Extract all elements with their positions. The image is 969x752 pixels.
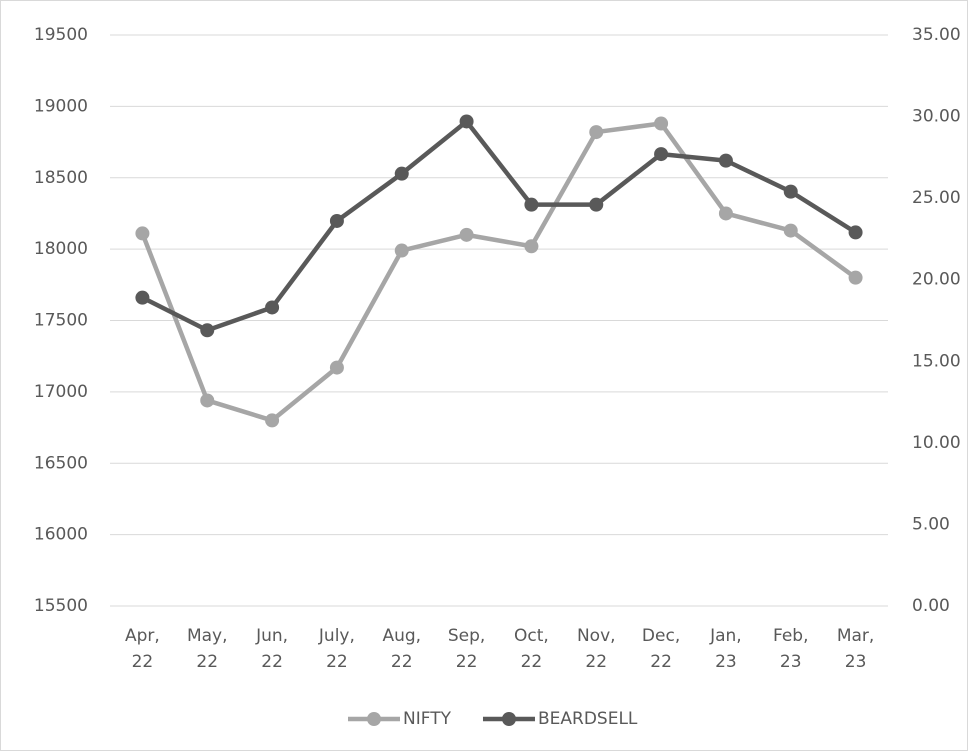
x-tick-label: Apr, 22 (124, 626, 160, 672)
y-tick-label: 17500 (34, 311, 88, 331)
data-point (200, 393, 215, 408)
x-tick-label: May, 22 (186, 626, 228, 672)
legend-label: BEARDSELL (538, 709, 638, 729)
y2-tick-label: 25.00 (912, 188, 961, 208)
y-tick-label: 18500 (34, 168, 88, 188)
x-tick-label: Aug, 22 (382, 626, 422, 672)
x-tick-label: Jan, 23 (710, 626, 742, 672)
data-point (394, 243, 409, 258)
y2-tick-label: 0.00 (912, 596, 950, 616)
x-tick-label: Jun, 22 (256, 626, 289, 672)
x-tick-label: Oct, 22 (514, 626, 549, 672)
data-point (329, 213, 344, 228)
y2-tick-label: 35.00 (912, 25, 961, 45)
data-point (783, 223, 798, 238)
data-point (848, 225, 863, 240)
data-point (459, 227, 474, 242)
y2-tick-label: 15.00 (912, 351, 961, 371)
data-point (135, 290, 150, 305)
data-point (524, 197, 539, 212)
x-tick-label: Dec, 22 (641, 626, 681, 672)
x-tick-label: Mar, 23 (836, 626, 875, 672)
y-tick-label: 19500 (34, 25, 88, 45)
data-point (329, 360, 344, 375)
series-line (140, 121, 857, 423)
y2-tick-label: 30.00 (912, 107, 961, 127)
x-tick-label: Nov, 22 (576, 626, 616, 672)
legend-label: NIFTY (403, 709, 452, 729)
data-point (589, 197, 604, 212)
series-line (141, 119, 857, 333)
data-point (654, 116, 669, 131)
data-point (589, 125, 604, 140)
legend-marker (367, 712, 381, 726)
data-point (265, 300, 280, 315)
x-tick-label: July, 22 (318, 626, 355, 672)
data-point (654, 147, 669, 162)
data-point (394, 166, 409, 181)
data-point (848, 270, 863, 285)
x-tick-label: Feb, 23 (772, 626, 809, 672)
data-point (524, 239, 539, 254)
data-point (459, 114, 474, 129)
y2-tick-label: 20.00 (912, 270, 961, 290)
y-tick-label: 16000 (34, 525, 88, 545)
y2-tick-label: 5.00 (912, 514, 950, 534)
y-tick-label: 16500 (34, 453, 88, 473)
y-tick-label: 18000 (34, 239, 88, 259)
legend-marker (501, 712, 516, 726)
data-point (718, 206, 733, 221)
x-tick-label: Sep, 22 (447, 626, 486, 672)
y2-tick-label: 10.00 (912, 433, 961, 453)
data-point (265, 413, 280, 428)
data-point (783, 184, 798, 199)
data-point (200, 323, 215, 338)
y-tick-label: 19000 (34, 96, 88, 116)
y-tick-label: 15500 (34, 596, 88, 616)
y-tick-label: 17000 (34, 382, 88, 402)
data-point (718, 153, 733, 168)
data-point (135, 226, 150, 241)
